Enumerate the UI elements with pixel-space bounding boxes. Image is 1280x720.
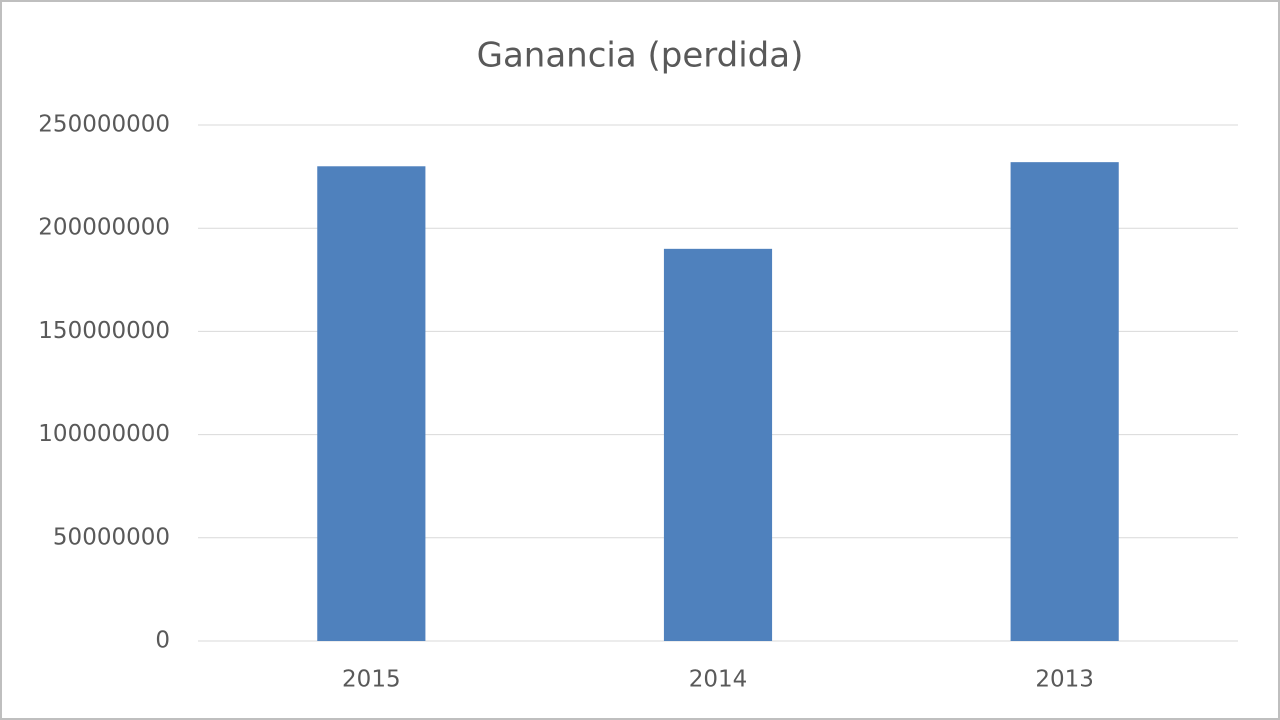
bar [1010, 162, 1119, 642]
y-tick-label: 200000000 [38, 215, 170, 241]
x-tick-label: 2015 [342, 667, 401, 693]
y-tick-label: 50000000 [53, 524, 170, 550]
y-tick-label: 100000000 [38, 421, 170, 447]
chart-title: Ganancia (perdida) [477, 36, 804, 76]
bar [317, 166, 426, 641]
bar [663, 248, 773, 641]
x-tick-label: 2013 [1035, 667, 1094, 693]
x-tick-label: 2014 [689, 667, 748, 693]
y-tick-label: 150000000 [38, 318, 170, 344]
y-tick-label: 0 [155, 628, 170, 654]
y-tick-label: 250000000 [38, 112, 170, 138]
